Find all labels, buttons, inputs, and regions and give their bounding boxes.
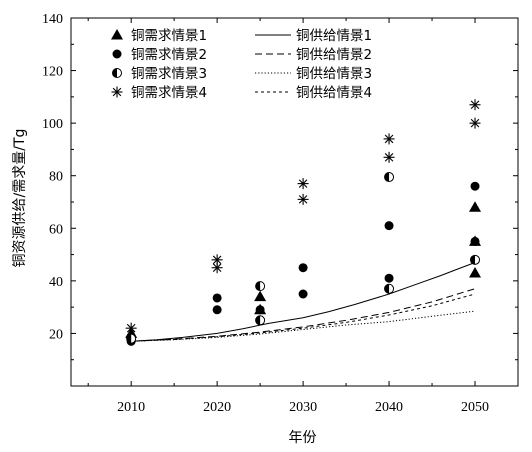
- triangle-marker: [469, 201, 482, 212]
- legend-marker-3: [112, 68, 122, 78]
- triangle-marker: [111, 29, 123, 40]
- triangle-marker: [254, 290, 267, 302]
- circle-marker: [212, 305, 222, 315]
- legend-label-supply-3: 铜供给情景3: [296, 66, 372, 82]
- legend-label-supply-1: 铜供给情景1: [296, 28, 372, 44]
- asterisk-stroke: [298, 195, 308, 204]
- demand-point-2: [470, 236, 480, 246]
- y-tick-label: 80: [49, 170, 63, 185]
- legend-label-demand-4: 铜需求情景4: [131, 85, 207, 101]
- demand-point-2: [298, 289, 308, 299]
- demand-point-4: [125, 322, 137, 334]
- asterisk-stroke: [298, 179, 308, 188]
- asterisk-stroke: [112, 87, 122, 97]
- supply-lines: [131, 262, 476, 342]
- supply-line-4: [131, 293, 476, 342]
- triangle-marker: [469, 266, 482, 278]
- demand-point-2: [212, 305, 222, 315]
- demand-point-2: [384, 273, 394, 283]
- demand-point-2: [298, 263, 308, 273]
- x-axis-title: 年份: [289, 430, 317, 446]
- legend-label-supply-2: 铜供给情景2: [296, 47, 372, 63]
- asterisk-stroke: [384, 134, 394, 144]
- demand-point-1: [469, 266, 482, 278]
- x-tick-label: 2020: [203, 400, 231, 415]
- legend-label-demand-1: 铜需求情景1: [131, 28, 207, 44]
- circle-marker: [470, 236, 480, 246]
- demand-point-4: [211, 262, 223, 274]
- legend-marker-2: [112, 49, 122, 59]
- demand-point-3: [384, 283, 395, 294]
- half-circle-fill: [255, 281, 261, 291]
- demand-point-1: [254, 290, 267, 302]
- circle-marker: [212, 293, 222, 303]
- half-circle-fill: [126, 334, 132, 344]
- half-circle-fill: [255, 315, 261, 325]
- supply-line-1: [131, 262, 476, 342]
- supply-line-3: [131, 310, 476, 342]
- demand-points: [125, 99, 482, 346]
- legend-label-demand-2: 铜需求情景2: [131, 47, 207, 63]
- demand-point-3: [384, 172, 395, 183]
- demand-point-3: [255, 315, 266, 326]
- demand-point-4: [469, 99, 481, 111]
- legend-label-demand-3: 铜需求情景3: [131, 66, 207, 82]
- x-tick-label: 2030: [289, 400, 317, 415]
- half-circle-fill: [384, 284, 390, 294]
- half-circle-fill: [384, 172, 390, 182]
- circle-marker: [470, 181, 480, 191]
- circle-marker: [112, 49, 122, 59]
- legend-label-supply-4: 铜供给情景4: [296, 85, 372, 101]
- y-tick-label: 100: [42, 117, 63, 132]
- demand-point-3: [255, 281, 266, 292]
- x-tick-label: 2010: [117, 400, 145, 415]
- asterisk-stroke: [470, 118, 480, 128]
- circle-marker: [298, 263, 308, 273]
- demand-point-3: [126, 333, 137, 344]
- legend: 铜需求情景1 铜需求情景2 铜需求情景3 铜需求情景4 铜供给情景1 铜供给情景2 铜供给情…: [111, 28, 372, 101]
- demand-point-2: [212, 293, 222, 303]
- y-tick-label: 60: [49, 222, 63, 237]
- y-axis-title: 铜资源供给/需求量/Tg: [12, 129, 28, 268]
- demand-point-4: [297, 193, 309, 205]
- demand-point-2: [255, 305, 265, 315]
- asterisk-stroke: [470, 100, 480, 110]
- half-circle-fill: [470, 255, 476, 265]
- legend-marker-1: [111, 29, 123, 40]
- asterisk-stroke: [212, 255, 222, 265]
- legend-marker-4: [111, 86, 123, 98]
- demand-point-4: [211, 254, 223, 266]
- circle-marker: [384, 273, 394, 283]
- demand-point-4: [469, 117, 481, 129]
- demand-point-2: [384, 221, 394, 231]
- y-tick-label: 20: [49, 327, 63, 342]
- y-tick-label: 120: [42, 65, 63, 80]
- demand-point-3: [470, 254, 481, 265]
- half-circle-fill: [112, 68, 117, 78]
- demand-point-4: [383, 151, 395, 163]
- y-tick-label: 40: [49, 275, 63, 290]
- demand-point-2: [470, 181, 480, 191]
- supply-line-2: [131, 288, 476, 342]
- demand-point-4: [383, 133, 395, 145]
- x-tick-label: 2050: [461, 400, 489, 415]
- demand-point-4: [297, 178, 309, 190]
- x-tick-label: 2040: [375, 400, 403, 415]
- circle-marker: [298, 289, 308, 299]
- circle-marker: [255, 305, 265, 315]
- asterisk-stroke: [126, 323, 136, 333]
- asterisk-stroke: [384, 153, 394, 162]
- circle-marker: [384, 221, 394, 231]
- demand-point-1: [469, 201, 482, 212]
- asterisk-stroke: [212, 263, 222, 272]
- y-tick-label: 140: [42, 12, 63, 27]
